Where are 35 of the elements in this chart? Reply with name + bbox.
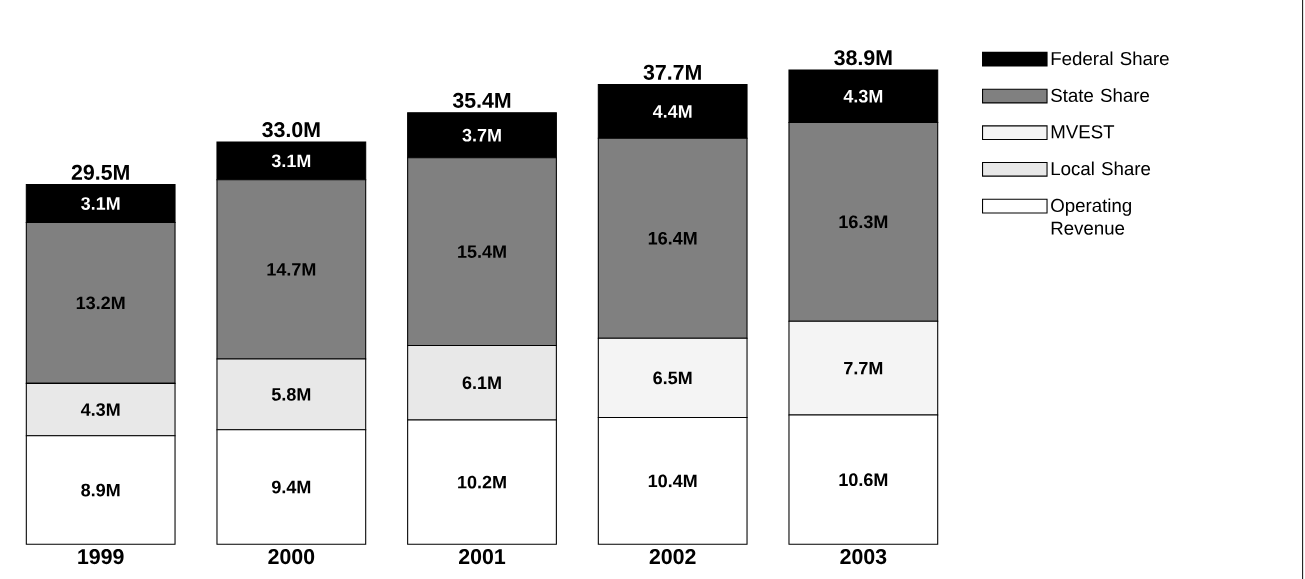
data-label: 10.6M — [839, 473, 888, 487]
x-tick-label: 2002 — [649, 549, 696, 565]
legend-label: Operating Revenue — [1051, 198, 1131, 235]
data-label: 16.4M — [648, 231, 697, 245]
x-tick-label: 2003 — [840, 549, 887, 565]
legend-label: Federal Share — [1051, 51, 1169, 66]
x-tick-label: 2001 — [459, 549, 506, 565]
data-label: 10.4M — [648, 474, 697, 488]
data-label: 4.3M — [80, 403, 120, 416]
data-label: 14.7M — [267, 263, 316, 276]
legend-label: Local Share — [1051, 161, 1151, 176]
data-label: 10.2M — [458, 475, 506, 489]
data-label: 3.1M — [271, 154, 311, 168]
legend-label: MVEST — [1051, 125, 1115, 139]
data-label: 4.3M — [843, 89, 883, 103]
data-label: 4.4M — [652, 105, 692, 118]
x-tick-label: 2000 — [268, 549, 315, 565]
data-label: 7.7M — [844, 361, 883, 375]
data-label: 9.4M — [271, 480, 311, 494]
data-label: 6.1M — [462, 376, 501, 390]
total-label: 38.9M — [834, 50, 892, 66]
data-label: 8.9M — [81, 483, 120, 497]
data-label: 15.4M — [458, 245, 506, 258]
data-label: 16.3M — [839, 215, 888, 229]
total-label: 33.0M — [262, 122, 320, 138]
total-label: 37.7M — [643, 64, 701, 80]
data-label: 3.1M — [81, 197, 120, 210]
data-label: 3.7M — [462, 128, 501, 142]
data-label: 13.2M — [76, 296, 125, 310]
data-label: 5.8M — [271, 387, 311, 401]
x-tick-label: 1999 — [78, 549, 124, 565]
total-label: 29.5M — [71, 164, 129, 180]
data-label: 6.5M — [653, 371, 692, 385]
legend-label: State Share — [1051, 88, 1150, 103]
total-label: 35.4M — [452, 92, 511, 108]
